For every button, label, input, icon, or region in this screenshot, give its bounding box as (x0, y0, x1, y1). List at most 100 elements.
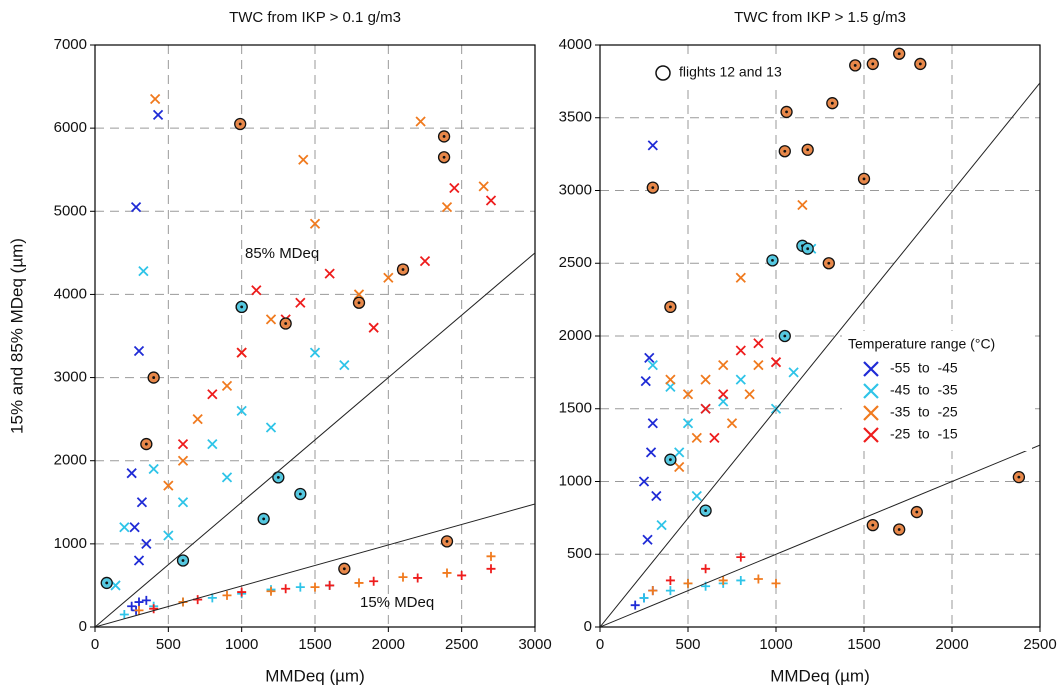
circle-dot (771, 258, 774, 262)
legend-label: -55 to -45 (890, 360, 958, 376)
x-marker (251, 285, 262, 296)
circle-marker (780, 105, 793, 119)
x-marker (700, 374, 711, 385)
circle-marker (234, 117, 247, 131)
legend-marker (863, 427, 879, 443)
plus-marker (325, 580, 335, 590)
y-tick-label: 2000 (54, 452, 87, 469)
x-marker (797, 199, 808, 211)
legend-marker (863, 383, 879, 399)
legend-title: Temperature range (°C) (848, 336, 995, 352)
plus-marker (683, 578, 693, 588)
x-tick-label: 0 (596, 636, 604, 653)
x-tick-label: 1000 (225, 636, 258, 653)
circle-marker (176, 554, 190, 567)
x-marker (485, 195, 497, 206)
x-marker (709, 432, 720, 443)
circle-marker (235, 300, 248, 314)
x-marker (130, 201, 142, 213)
x-marker (236, 405, 247, 416)
y-axis-label: 15% and 85% MDeq (µm) (7, 238, 26, 434)
legend-marker (863, 405, 879, 421)
circle-marker (440, 535, 454, 548)
x-marker (192, 414, 203, 425)
circle-dot (806, 148, 810, 152)
circle-marker (396, 263, 410, 276)
circle-marker (893, 523, 906, 536)
circle-marker (437, 151, 451, 164)
circle-marker (822, 257, 835, 270)
x-marker (298, 154, 309, 165)
legend-box (651, 59, 791, 87)
circle-dot (240, 305, 244, 309)
x-marker (647, 418, 658, 429)
x-marker (788, 367, 799, 378)
plus-marker (369, 576, 379, 586)
plus-marker (457, 570, 467, 580)
circle-marker (857, 172, 871, 186)
x-tick-label: 1000 (759, 636, 792, 653)
circle-marker (338, 562, 351, 575)
x-marker (441, 201, 453, 213)
circle-marker (893, 47, 906, 60)
x-marker (638, 476, 650, 487)
plus-marker (718, 575, 728, 585)
annotation: 85% MDeq (245, 245, 319, 262)
plot-frame (94, 44, 536, 628)
plus-marker (354, 578, 364, 588)
plus-marker (266, 586, 276, 596)
x-marker (642, 534, 653, 545)
reference-line (600, 444, 1040, 627)
x-marker (645, 447, 657, 458)
x-marker (691, 490, 702, 502)
circle-dot (651, 186, 655, 189)
circle-marker (100, 576, 113, 590)
x-marker (149, 93, 161, 105)
plus-marker (701, 564, 711, 574)
circle-dot (1017, 475, 1021, 479)
circle-dot (704, 509, 707, 512)
x-tick-label: 1500 (847, 636, 880, 653)
plot-frame (599, 44, 1041, 628)
y-tick-label: 4000 (54, 285, 87, 302)
circle-marker (778, 145, 791, 158)
x-marker (163, 480, 174, 491)
legend-label: flights 12 and 13 (679, 64, 782, 80)
x-marker (236, 347, 247, 358)
x-marker (735, 345, 746, 356)
legend-label: -45 to -35 (890, 382, 958, 398)
x-marker (647, 140, 658, 151)
circle-marker (910, 505, 923, 519)
plus-marker (486, 551, 496, 561)
x-marker (718, 396, 729, 407)
x-marker (415, 116, 426, 127)
plus-marker (134, 605, 144, 615)
circle-marker (646, 181, 659, 194)
y-tick-label: 500 (567, 545, 592, 562)
x-marker (735, 272, 746, 283)
reference-line (95, 503, 535, 627)
circle-dot (342, 567, 346, 571)
circle-marker (664, 453, 677, 466)
x-marker (265, 422, 277, 433)
x-marker (177, 497, 189, 508)
plus-marker (119, 610, 129, 620)
x-tick-label: 3000 (518, 636, 551, 653)
plus-marker (149, 604, 159, 614)
circle-dot (827, 261, 831, 265)
plus-marker (665, 586, 675, 596)
y-tick-label: 2000 (559, 327, 592, 344)
plus-marker (442, 568, 452, 578)
plus-marker (736, 552, 746, 562)
y-tick-label: 5000 (54, 202, 87, 219)
circle-dot (669, 458, 672, 462)
circle-dot (445, 539, 449, 543)
x-marker (138, 266, 149, 277)
circle-dot (897, 528, 901, 531)
plus-marker (771, 578, 781, 588)
x-marker (644, 352, 655, 363)
x-axis-label: MMDeq (µm) (770, 666, 870, 685)
circle-marker (272, 471, 285, 484)
x-marker (177, 455, 189, 466)
